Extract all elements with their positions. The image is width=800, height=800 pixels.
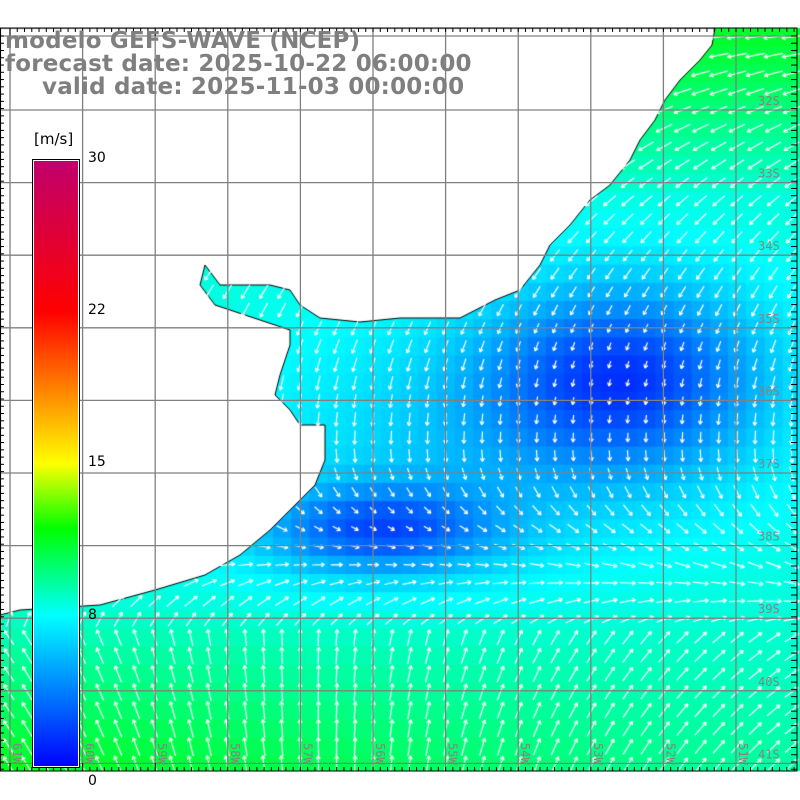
colorbar-label-22: 22 xyxy=(88,302,106,318)
latitude-label: 33S xyxy=(758,167,780,181)
longitude-label: 56W xyxy=(373,743,387,765)
latitude-label: 34S xyxy=(758,239,780,253)
colorbar-label-30: 30 xyxy=(88,150,106,166)
longitude-label: 59W xyxy=(155,743,169,765)
latitude-label: 32S xyxy=(758,94,780,108)
longitude-label: 61W xyxy=(10,743,24,765)
latitude-label: 38S xyxy=(758,530,780,544)
longitude-label: 53W xyxy=(591,743,605,765)
colorbar-label-0: 0 xyxy=(88,773,97,789)
latitude-label: 41S xyxy=(758,747,780,761)
longitude-label: 55W xyxy=(446,743,460,765)
forecast-date: forecast date: 2025-10-22 06:00:00 xyxy=(5,51,472,77)
latitude-label: 36S xyxy=(758,384,780,398)
map-frame xyxy=(0,27,798,772)
latitude-label: 39S xyxy=(758,602,780,616)
colorbar-label-8: 8 xyxy=(88,607,97,623)
longitude-label: 60W xyxy=(83,743,97,765)
latitude-label: 35S xyxy=(758,312,780,326)
colorbar xyxy=(32,159,80,768)
colorbar-unit: [m/s] xyxy=(34,130,74,148)
model-title: modelo GEFS-WAVE (NCEP) xyxy=(5,28,361,54)
latitude-label: 37S xyxy=(758,457,780,471)
colorbar-label-15: 15 xyxy=(88,454,106,470)
longitude-label: 57W xyxy=(300,743,314,765)
longitude-label: 58W xyxy=(228,743,242,765)
longitude-label: 54W xyxy=(518,743,532,765)
valid-date: valid date: 2025-11-03 00:00:00 xyxy=(42,74,465,100)
latitude-label: 40S xyxy=(758,675,780,689)
longitude-label: 52W xyxy=(663,743,677,765)
longitude-label: 51W xyxy=(736,743,750,765)
